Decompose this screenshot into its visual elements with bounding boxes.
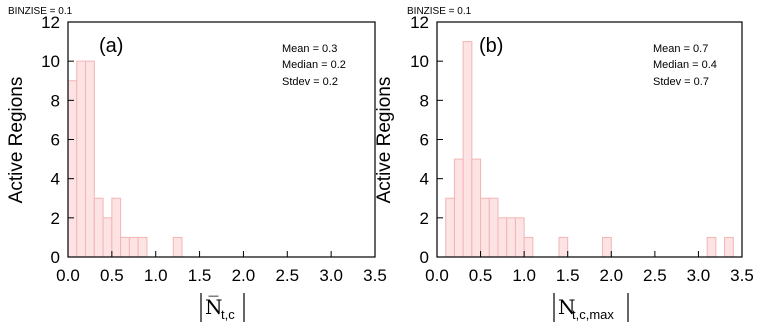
y-axis-title: Active Regions	[6, 77, 27, 204]
histogram-bar-b-12	[706, 236, 717, 258]
stat-median-a: Median = 0.2	[282, 59, 346, 71]
panel-a: BINZISE = 0.1 0.0 0.5 1.0 1.5 2.0 2.5 3.0 3.5 0 2…	[6, 6, 387, 322]
panel-label-a: (a)	[99, 35, 123, 57]
histogram-bar-b-5	[488, 197, 499, 258]
y-tick-label-b-1: 2	[420, 209, 429, 228]
x-axis-title-b: N t,c,max	[553, 293, 629, 322]
histogram-bar-b-3	[471, 158, 482, 258]
x-tick-label-a-4: 2.0	[232, 266, 256, 285]
x-axis-title-a: N̅ t,c	[200, 293, 245, 322]
axis-ticks-b: 0.0 0.5 1.0 1.5 2.0 2.5 3.0 3.5 0 2 4 6 8 10 12	[410, 13, 754, 285]
y-tick-label-a-5: 10	[41, 52, 60, 71]
y-tick-label-a-2: 4	[51, 170, 60, 189]
stat-stdev-b: Stdev = 0.7	[653, 76, 709, 88]
axis-ticks-a: 0.0 0.5 1.0 1.5 2.0 2.5 3.0 3.5 0 2 4 6 8 10 12	[41, 13, 387, 285]
panel-b: BINZISE = 0.1 0.0 0.5 1.0 1.5 2.0 2.5 3.0 3.5 0 2…	[374, 6, 754, 322]
x-tick-label-a-0: 0.0	[56, 266, 80, 285]
binsize-note-a: BINZISE = 0.1	[8, 6, 73, 17]
histogram-bar-b-7	[506, 217, 516, 258]
histogram-bar-b-9	[523, 236, 534, 258]
histogram-bar-b-0	[445, 197, 455, 258]
histogram-bar-b-8	[514, 217, 525, 258]
y-tick-label-a-3: 6	[51, 131, 60, 150]
x-axis-subscript-a: t,c	[221, 307, 235, 322]
histogram-bar-b-4	[480, 197, 490, 258]
y-tick-label-a-4: 8	[51, 91, 60, 110]
y-tick-label-a-0: 0	[51, 248, 60, 267]
histogram-bar-a-8	[137, 236, 148, 258]
x-axis-subscript-b: t,c,max	[572, 307, 614, 322]
x-tick-label-a-7: 3.5	[363, 266, 387, 285]
x-axis-symbol-a: N̅	[205, 294, 223, 319]
y-tick-label-b-5: 10	[410, 52, 429, 71]
x-tick-label-b-3: 1.5	[556, 266, 580, 285]
x-tick-label-b-2: 1.0	[512, 266, 536, 285]
histogram-bar-a-4	[102, 217, 113, 258]
y-tick-label-b-2: 4	[420, 170, 429, 189]
stat-mean-b: Mean = 0.7	[653, 43, 708, 55]
stat-median-b: Median = 0.4	[653, 59, 717, 71]
histogram-bar-a-1	[76, 60, 87, 258]
x-tick-label-a-2: 1.0	[144, 266, 168, 285]
histogram-bar-b-11	[602, 236, 612, 258]
y-axis-title-b: Active Regions	[374, 77, 395, 204]
x-tick-label-b-7: 3.5	[730, 266, 754, 285]
histogram-bar-b-10	[558, 236, 569, 258]
histogram-bar-a-5	[111, 197, 122, 258]
x-axis-symbol-b: N	[558, 295, 576, 319]
histogram-bar-a-9	[172, 236, 183, 258]
stat-stdev-a: Stdev = 0.2	[282, 76, 338, 88]
y-tick-label-a-6: 12	[41, 13, 60, 32]
histogram-bar-a-2	[85, 60, 95, 258]
x-tick-label-a-1: 0.5	[100, 266, 124, 285]
x-tick-label-b-5: 2.5	[643, 266, 667, 285]
stat-mean-a: Mean = 0.3	[282, 43, 337, 55]
panel-label-b: (b)	[479, 35, 503, 57]
x-tick-label-a-5: 2.5	[275, 266, 299, 285]
y-tick-label-b-6: 12	[410, 13, 429, 32]
x-tick-label-b-6: 3.0	[687, 266, 711, 285]
histogram-bar-b-1	[453, 158, 464, 258]
histogram-bar-a-0	[67, 80, 78, 258]
histogram-bar-a-3	[93, 197, 104, 258]
histogram-bar-b-6	[497, 217, 508, 258]
y-tick-label-a-1: 2	[51, 209, 60, 228]
histogram-bar-a-7	[128, 236, 139, 258]
histogram-bars-b	[445, 41, 734, 258]
histogram-bar-b-2	[462, 41, 473, 258]
x-tick-label-a-3: 1.5	[188, 266, 212, 285]
histogram-bar-b-13	[724, 236, 734, 258]
x-tick-label-b-4: 2.0	[599, 266, 623, 285]
histogram-bar-a-6	[120, 236, 130, 258]
y-tick-label-b-4: 8	[420, 91, 429, 110]
histogram-bars-a	[67, 60, 183, 258]
x-tick-label-a-6: 3.0	[319, 266, 343, 285]
y-tick-label-b-3: 6	[420, 131, 429, 150]
y-tick-label-b-0: 0	[420, 248, 429, 267]
x-tick-label-b-1: 0.5	[469, 266, 493, 285]
x-tick-label-b-0: 0.0	[425, 266, 449, 285]
binsize-note-b: BINZISE = 0.1	[407, 6, 472, 17]
